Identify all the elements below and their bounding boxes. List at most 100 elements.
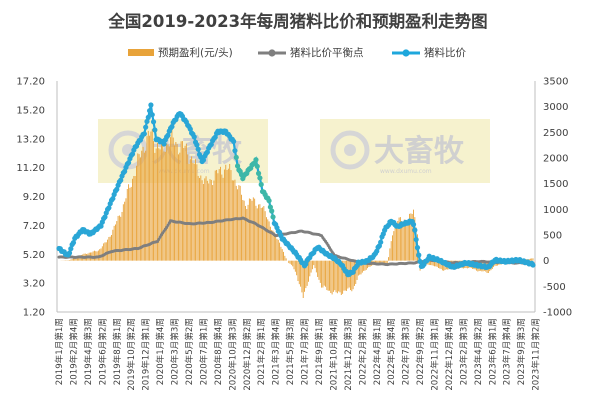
profit-bar — [381, 260, 383, 264]
x-tick-label: 2020年10月第3周 — [226, 318, 238, 391]
profit-bar — [191, 156, 193, 261]
profit-bar — [356, 260, 358, 280]
profit-bar — [330, 260, 332, 294]
profit-bar — [159, 149, 161, 261]
ratio-point — [270, 214, 276, 220]
chart-title: 全国2019-2023年每周猪料比价和预期盈利走势图 — [107, 11, 487, 31]
profit-bar — [273, 232, 275, 261]
profit-bar — [285, 258, 287, 261]
profit-bar — [288, 260, 290, 264]
profit-bar — [76, 256, 78, 261]
profit-bar — [297, 260, 299, 282]
profit-bar — [435, 260, 437, 267]
profit-bar — [126, 189, 128, 261]
profit-bar — [262, 207, 263, 261]
profit-bar — [196, 164, 198, 261]
profit-bar — [334, 260, 336, 291]
profit-bar — [406, 222, 408, 261]
legend-marker-ratio — [402, 49, 410, 57]
profit-bar — [72, 258, 74, 261]
profit-bar — [166, 143, 168, 261]
profit-bar — [181, 141, 183, 261]
profit-bar — [294, 260, 296, 272]
ratio-point — [161, 141, 167, 147]
profit-bar — [386, 260, 388, 266]
profit-bar — [184, 145, 186, 261]
profit-bar — [332, 260, 334, 292]
profit-bar — [409, 213, 411, 261]
profit-bar — [314, 260, 316, 269]
profit-bar — [214, 170, 216, 261]
profit-bar — [170, 137, 172, 261]
profit-bar — [205, 176, 207, 261]
profit-bar — [155, 148, 157, 261]
profit-bar — [247, 204, 249, 261]
profit-bar — [180, 141, 182, 261]
ratio-point — [143, 124, 149, 130]
x-tick-label: 2021年12月第3周 — [342, 318, 354, 391]
ratio-point — [98, 223, 104, 229]
profit-bar — [251, 200, 253, 261]
ratio-point — [269, 208, 275, 214]
ratio-point — [129, 151, 136, 157]
profit-bar — [428, 260, 430, 266]
ratio-point — [232, 148, 238, 154]
profit-bar — [227, 168, 229, 261]
profit-bar — [243, 200, 245, 261]
profit-bar — [361, 260, 363, 273]
profit-bar — [75, 257, 77, 261]
profit-bar — [275, 236, 277, 261]
profit-bar — [399, 217, 401, 261]
profit-bar — [326, 260, 328, 291]
profit-bar — [434, 260, 435, 267]
y-left-tick-label: 1.20 — [23, 308, 45, 319]
profit-bar — [216, 169, 218, 261]
profit-bar — [388, 257, 390, 261]
ratio-point — [169, 124, 175, 130]
ratio-point — [110, 195, 116, 202]
ratio-point — [68, 246, 74, 252]
profit-bar — [403, 219, 405, 261]
profit-bar — [113, 225, 115, 261]
ratio-point — [122, 168, 128, 174]
profit-bar — [532, 258, 534, 261]
profit-bar — [382, 260, 384, 265]
profit-bar — [128, 184, 130, 261]
profit-bar — [132, 178, 133, 261]
ratio-point — [258, 181, 264, 188]
profit-bar — [199, 177, 200, 261]
profit-bar — [313, 260, 315, 266]
profit-bar — [380, 260, 382, 264]
breakeven-point — [157, 237, 161, 241]
x-tick-label: 2023年11月第2周 — [530, 318, 542, 391]
y-left-tick-label: 15.20 — [16, 105, 45, 116]
profit-bar — [279, 242, 281, 261]
profit-bar — [193, 163, 195, 261]
profit-bar — [335, 260, 337, 293]
profit-bar — [150, 131, 152, 261]
profit-bar — [71, 259, 73, 261]
ratio-point — [195, 146, 201, 152]
profit-bar — [220, 166, 221, 261]
profit-bar — [385, 260, 387, 266]
x-tick-label: 2022年7月第3周 — [400, 318, 412, 385]
profit-bar — [179, 152, 181, 261]
profit-bar — [272, 230, 274, 261]
x-tick-label: 2019年8月第1周 — [111, 318, 123, 385]
profit-bar — [204, 178, 206, 261]
profit-bar — [255, 205, 257, 261]
profit-bar — [235, 185, 237, 261]
profit-bar — [109, 236, 111, 261]
x-tick-label: 2020年1月第4周 — [154, 318, 166, 385]
profit-bar — [210, 179, 212, 261]
profit-bar — [389, 248, 391, 261]
profit-bar — [339, 260, 341, 293]
y-right-tick-label: 3500 — [543, 77, 568, 88]
ratio-point — [253, 157, 259, 163]
profit-bar — [147, 130, 149, 261]
x-tick-label: 2021年10月第4周 — [327, 318, 339, 391]
profit-bar — [206, 180, 208, 261]
profit-bar — [120, 216, 122, 261]
x-tick-label: 2022年5月第4周 — [385, 318, 397, 385]
profit-bar — [149, 135, 151, 261]
